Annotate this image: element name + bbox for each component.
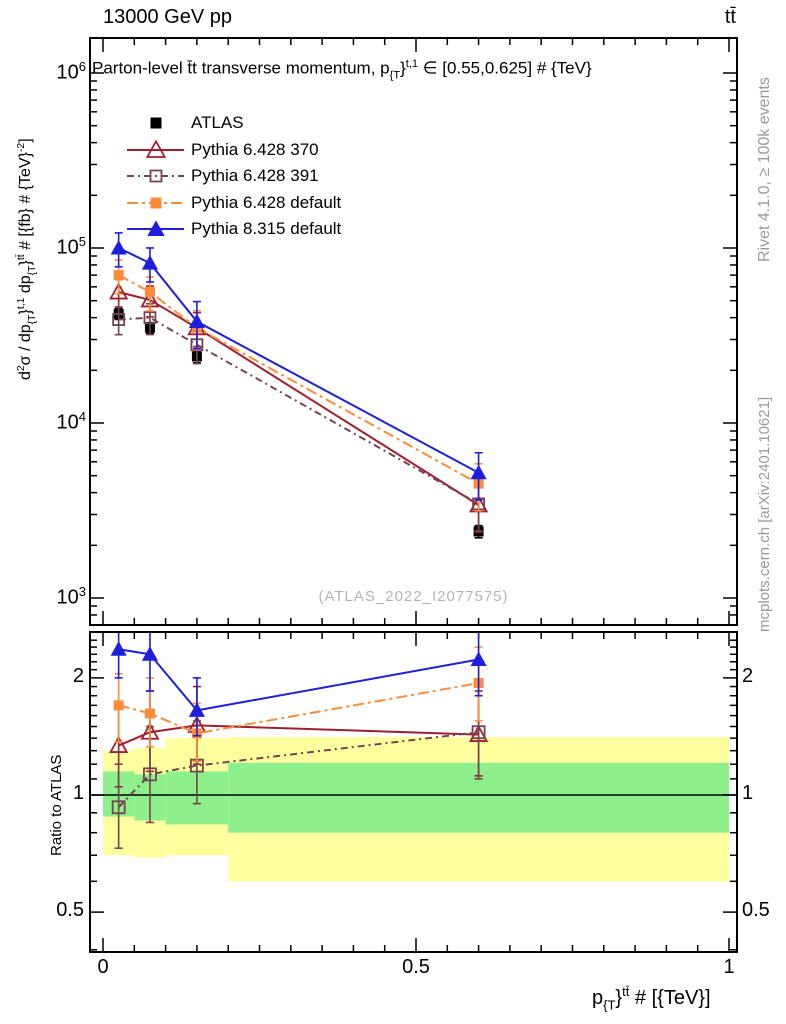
legend-label-pythia6-370: Pythia 6.428 370 — [191, 140, 319, 159]
marker-triangle-open — [109, 735, 129, 753]
marker-square-filled — [150, 197, 162, 209]
main-y-tick-label: 106 — [56, 59, 86, 84]
legend-label-pythia8-default: Pythia 8.315 default — [191, 219, 342, 238]
plot-title-range: ∈ [0.55,0.625] # {TeV} — [418, 58, 592, 78]
marker-triangle-filled — [110, 641, 127, 656]
ylabel-sub: {T — [26, 265, 38, 276]
ratio-y-tick-label: 2 — [72, 664, 84, 687]
ylabel-seg: } — [17, 260, 35, 266]
xlabel-seg: # [{TeV}] — [629, 986, 711, 1009]
ratio-frame — [89, 631, 738, 953]
ratio-y-tick-label-right: 0.5 — [742, 899, 770, 922]
ylabel-sup: -2 — [16, 142, 27, 153]
x-tick-label: 1 — [723, 956, 735, 978]
main-y-tick-label: 103 — [56, 584, 86, 609]
axis-ticks — [90, 38, 737, 952]
marker-triangle-filled — [147, 220, 165, 236]
rivet-version-label: Rivet 4.1.0, ≥ 100k events — [756, 77, 773, 262]
series-main-atlas — [113, 307, 484, 539]
marker-triangle-filled — [470, 464, 487, 480]
beam-energy-label: 13000 GeV pp — [103, 6, 232, 28]
marker-square-open — [143, 311, 157, 325]
ylabel-seg: σ / dp — [17, 324, 35, 366]
marker-triangle-filled — [110, 239, 127, 255]
ylabel-seg: dp — [17, 275, 35, 298]
marker-square-filled — [113, 270, 124, 281]
ylabel-sub: {T — [26, 314, 38, 325]
xlabel-seg: p — [592, 986, 604, 1009]
ylabel-sup: 2 — [16, 365, 27, 372]
plot-title-brace: } — [400, 58, 406, 78]
marker-square-filled — [113, 700, 124, 711]
marker-square-open — [471, 725, 486, 740]
marker-square-filled — [144, 708, 155, 719]
ylabel-sup: tt̄ — [16, 254, 27, 261]
legend-label-pythia6-391: Pythia 6.428 391 — [191, 166, 319, 185]
mcplots-credit-label: mcplots.cern.ch [arXiv:2401.10621] — [756, 396, 773, 632]
analysis-watermark: (ATLAS_2022_I2077575) — [318, 588, 509, 605]
ratio-y-tick-label: 0.5 — [56, 899, 84, 922]
marker-triangle-open — [145, 139, 167, 158]
ratio-y-axis-label: Ratio to ATLAS — [48, 754, 65, 856]
main-y-axis-label: d2σ / dp{T}t,1 dp{T}tt̄ # [{fb} # {TeV}-… — [16, 138, 38, 380]
main-y-tick-label: 104 — [56, 409, 86, 434]
main-y-tick-label: 105 — [56, 234, 86, 259]
series-main-pythia-8-315-default — [110, 232, 487, 501]
xlabel-sup: tt̄ — [622, 984, 630, 999]
ylabel-seg: } — [17, 309, 35, 315]
plot-title-subscript: {T — [389, 69, 401, 82]
legend-label-atlas: ATLAS — [191, 113, 244, 132]
marker-triangle-filled — [141, 255, 159, 270]
ylabel-seg: d — [17, 371, 35, 380]
xlabel-sub: {T — [603, 997, 616, 1013]
marker-square-open — [143, 767, 157, 782]
plot-title-text: Parton-level t̄t transverse momentum, p — [92, 58, 390, 78]
plot-title: Parton-level t̄t transverse momentum, p{… — [92, 58, 592, 82]
marker-square-filled — [150, 117, 162, 129]
marker-triangle-filled — [470, 651, 487, 667]
x-axis-label: p{T}tt̄ # [{TeV}] — [592, 984, 711, 1013]
ylabel-seg: # [{fb} # {TeV} — [17, 152, 35, 255]
marker-triangle-open — [109, 282, 129, 300]
legend-label-pythia6-default: Pythia 6.428 default — [191, 193, 342, 212]
series-ratio-pythia-8-315-default — [110, 633, 487, 737]
plot-title-superscript: t,1 — [405, 58, 419, 70]
main-frame — [89, 37, 738, 626]
marker-square-open — [111, 800, 126, 815]
marker-square-open — [149, 169, 163, 183]
marker-square-filled — [144, 287, 155, 298]
series-main-pythia-6-428-370 — [109, 278, 489, 533]
ratio-y-tick-label: 1 — [72, 782, 84, 804]
marker-square-open — [112, 313, 126, 326]
legend-glyphs — [127, 117, 184, 236]
x-tick-label: 0.5 — [402, 956, 430, 978]
ylabel-sup: t,1 — [16, 297, 27, 310]
marker-triangle-filled — [188, 313, 205, 329]
ratio-uncertainty-bands — [91, 736, 736, 882]
marker-triangle-filled — [188, 702, 205, 717]
ylabel-seg: ] — [17, 138, 35, 143]
x-tick-label: 0 — [97, 956, 109, 978]
process-label: tt̄ — [724, 6, 736, 28]
series-main-pythia-6-428-391 — [112, 302, 486, 532]
ratio-y-tick-label-right: 1 — [742, 782, 754, 804]
xlabel-seg: } — [615, 986, 623, 1009]
marker-triangle-filled — [141, 646, 159, 661]
ratio-y-tick-label-right: 2 — [742, 664, 754, 687]
